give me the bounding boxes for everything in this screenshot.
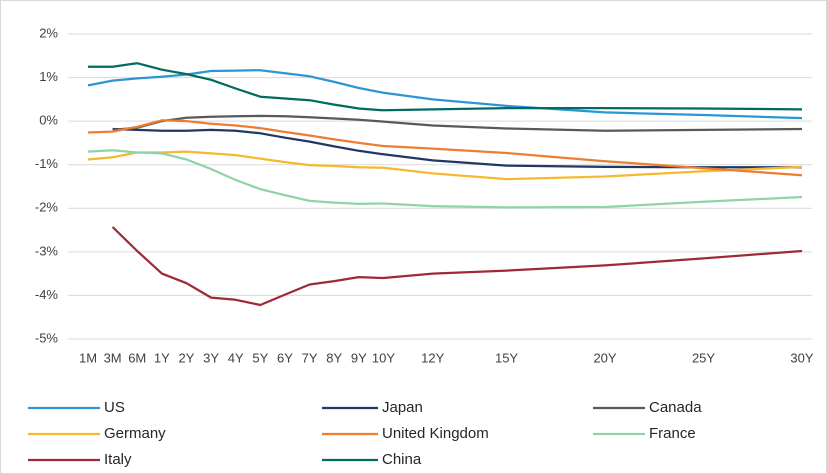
series-line (87, 119, 803, 177)
x-tick-label: 5Y (252, 350, 268, 365)
legend-label: Italy (104, 451, 132, 468)
x-tick-label: 20Y (593, 350, 616, 365)
y-tick-label: 2% (39, 25, 58, 40)
legend-label: United Kingdom (382, 425, 489, 442)
x-tick-label: 1M (79, 350, 97, 365)
x-tick-label: 6M (128, 350, 146, 365)
x-tick-label: 15Y (495, 350, 518, 365)
legend-label: France (649, 425, 696, 442)
x-tick-label: 4Y (228, 350, 244, 365)
legend-label: US (104, 399, 125, 416)
y-tick-label: -3% (35, 243, 59, 258)
x-tick-label: 6Y (277, 350, 293, 365)
x-tick-label: 3Y (203, 350, 219, 365)
y-tick-label: -5% (35, 330, 59, 345)
y-tick-label: 0% (39, 113, 58, 128)
series-line (87, 149, 803, 209)
series-line (112, 114, 803, 132)
x-tick-label: 12Y (421, 350, 444, 365)
x-tick-label: 9Y (351, 350, 367, 365)
x-tick-label: 2Y (179, 350, 195, 365)
legend-label: China (382, 451, 422, 468)
x-tick-label: 8Y (326, 350, 342, 365)
x-tick-label: 10Y (372, 350, 395, 365)
series-line (112, 127, 802, 169)
series-line (111, 226, 803, 307)
y-tick-label: -1% (35, 156, 59, 171)
legend-label: Japan (382, 399, 423, 416)
series-line (88, 62, 803, 112)
x-tick-label: 30Y (790, 350, 813, 365)
y-tick-label: 1% (39, 69, 58, 84)
x-tick-label: 25Y (692, 350, 715, 365)
legend-label: Canada (649, 399, 702, 416)
x-tick-label: 7Y (302, 350, 318, 365)
y-tick-label: -2% (35, 200, 59, 215)
y-tick-label: -4% (35, 287, 59, 302)
x-tick-label: 1Y (154, 350, 170, 365)
x-tick-label: 3M (104, 350, 122, 365)
legend-label: Germany (104, 425, 166, 442)
